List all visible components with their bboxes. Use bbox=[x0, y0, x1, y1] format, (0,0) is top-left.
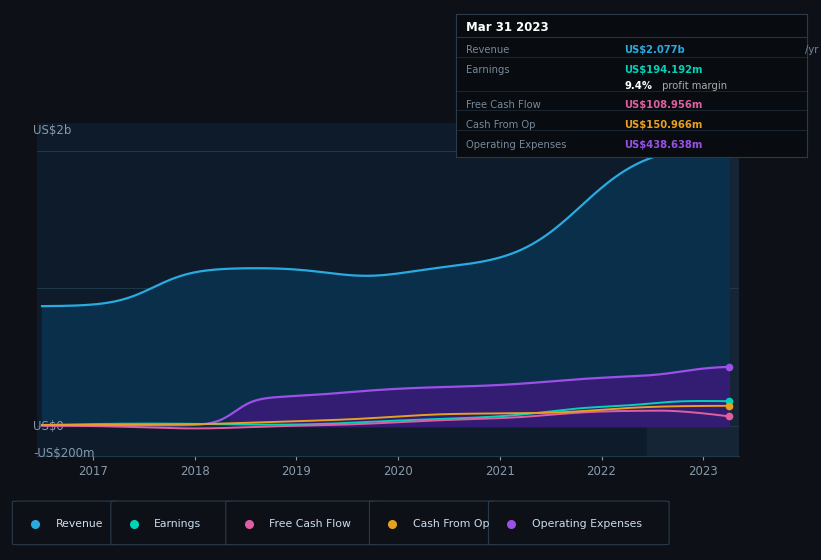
Text: Free Cash Flow: Free Cash Flow bbox=[269, 519, 351, 529]
Text: US$108.956m: US$108.956m bbox=[624, 100, 703, 110]
Text: US$438.638m: US$438.638m bbox=[624, 139, 703, 150]
Text: US$2b: US$2b bbox=[34, 124, 71, 137]
Text: Revenue: Revenue bbox=[56, 519, 103, 529]
FancyBboxPatch shape bbox=[369, 501, 497, 545]
Text: Operating Expenses: Operating Expenses bbox=[532, 519, 642, 529]
Text: Free Cash Flow: Free Cash Flow bbox=[466, 100, 541, 110]
FancyBboxPatch shape bbox=[12, 501, 119, 545]
FancyBboxPatch shape bbox=[488, 501, 669, 545]
Text: Revenue: Revenue bbox=[466, 45, 510, 55]
Text: profit margin: profit margin bbox=[659, 81, 727, 91]
Text: Operating Expenses: Operating Expenses bbox=[466, 139, 566, 150]
Text: US$194.192m: US$194.192m bbox=[624, 66, 703, 76]
Text: US$0: US$0 bbox=[34, 419, 64, 433]
Bar bbox=[647, 123, 739, 456]
Text: Earnings: Earnings bbox=[154, 519, 201, 529]
Text: Earnings: Earnings bbox=[466, 66, 510, 76]
Text: US$150.966m: US$150.966m bbox=[624, 120, 703, 130]
Text: /yr: /yr bbox=[805, 45, 819, 55]
FancyBboxPatch shape bbox=[226, 501, 378, 545]
Text: US$2.077b: US$2.077b bbox=[624, 45, 685, 55]
Text: Cash From Op: Cash From Op bbox=[466, 120, 535, 130]
Text: Cash From Op: Cash From Op bbox=[413, 519, 489, 529]
Text: -US$200m: -US$200m bbox=[34, 447, 95, 460]
Text: Mar 31 2023: Mar 31 2023 bbox=[466, 21, 548, 34]
FancyBboxPatch shape bbox=[111, 501, 234, 545]
Text: 9.4%: 9.4% bbox=[624, 81, 653, 91]
